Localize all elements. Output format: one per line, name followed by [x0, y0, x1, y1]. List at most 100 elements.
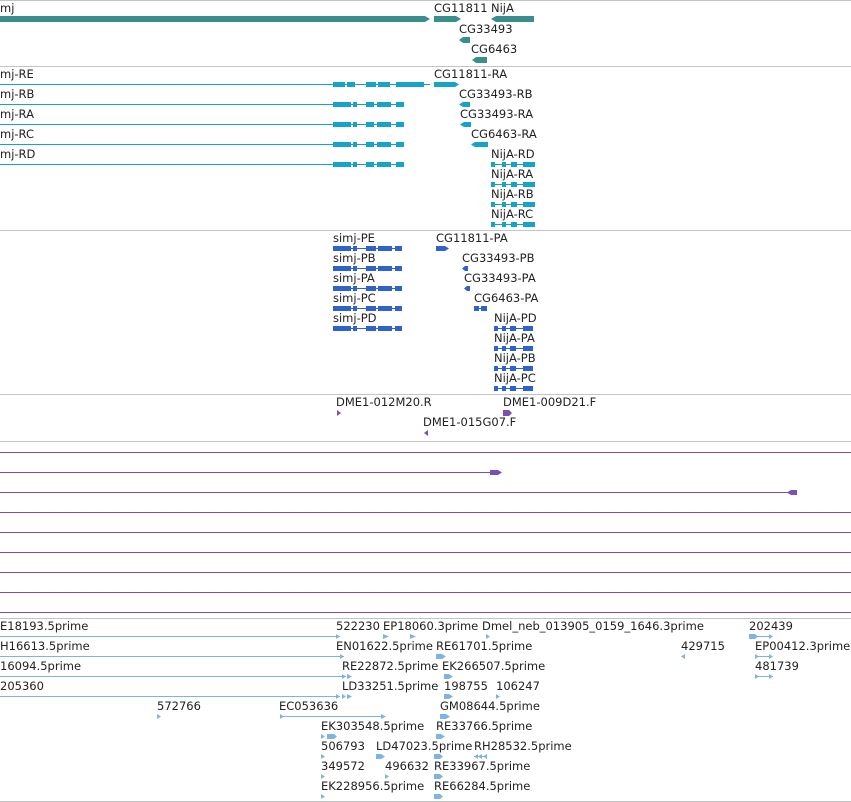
gene-label-cg11811[interactable]: CG11811	[434, 1, 488, 15]
transcript-cg33493-ra-glyph[interactable]	[460, 122, 471, 127]
est-glyph[interactable]	[157, 714, 450, 719]
protein-simj-pe-glyph[interactable]	[333, 246, 402, 251]
clone-dme1-015g07-f-glyph[interactable]	[424, 430, 428, 436]
transcript-label[interactable]: CG33493-RA	[460, 107, 534, 121]
est-label[interactable]: EK266507.5prime	[442, 659, 546, 673]
est-glyph[interactable]	[321, 754, 487, 759]
transcript-mj-rd-glyph[interactable]	[0, 162, 404, 167]
transcript-label[interactable]: NijA-RA	[491, 167, 534, 181]
transcript-nija-ra-glyph[interactable]	[491, 182, 535, 187]
est-label[interactable]: LD47023.5prime	[376, 739, 473, 753]
est-label[interactable]: 572766	[157, 699, 201, 713]
clone-dme1-009d21-f-glyph[interactable]	[503, 410, 512, 416]
est-label[interactable]: RH28532.5prime	[474, 739, 572, 753]
est-label[interactable]: GM08644.5prime	[440, 699, 540, 713]
est-label[interactable]: RE33766.5prime	[436, 719, 533, 733]
transcript-label[interactable]: mj-RA	[0, 107, 34, 121]
est-label[interactable]: 16094.5prime	[0, 659, 82, 673]
transcript-label[interactable]: mj-RD	[0, 147, 36, 161]
protein-nija-pa-glyph[interactable]	[494, 346, 533, 351]
est-label[interactable]: EC053636	[279, 699, 339, 713]
gene-label-cg33493[interactable]: CG33493	[459, 22, 513, 36]
est-label[interactable]: LD33251.5prime	[342, 679, 439, 693]
gene-label-cg6463[interactable]: CG6463	[471, 42, 518, 56]
protein-simj-pd-glyph[interactable]	[333, 326, 402, 331]
gene-cg6463-glyph[interactable]	[472, 57, 487, 63]
protein-simj-pc-glyph[interactable]	[333, 306, 402, 311]
gene-cg33493-glyph[interactable]	[459, 37, 470, 43]
est-label[interactable]: H16613.5prime	[0, 639, 90, 653]
protein-nija-pc-glyph[interactable]	[494, 386, 533, 391]
clone-label[interactable]: DME1-009D21.F	[503, 395, 597, 409]
protein-label[interactable]: simj-PD	[333, 311, 377, 325]
transcript-label[interactable]: NijA-RC	[491, 207, 534, 221]
est-glyph[interactable]	[0, 674, 773, 679]
transcript-mj-ra-glyph[interactable]	[0, 122, 404, 127]
protein-label[interactable]: NijA-PB	[494, 351, 536, 365]
transcript-cg11811-ra-glyph[interactable]	[434, 82, 459, 87]
protein-label[interactable]: NijA-PD	[494, 311, 537, 325]
est-label[interactable]: 429715	[681, 639, 725, 653]
est-label[interactable]: 205360	[0, 679, 44, 693]
protein-label[interactable]: CG33493-PB	[462, 251, 535, 265]
protein-cg33493-pa-glyph[interactable]	[464, 286, 470, 291]
est-label[interactable]: 349572	[321, 759, 365, 773]
est-glyph[interactable]	[321, 774, 443, 779]
est-label[interactable]: 106247	[496, 679, 540, 693]
est-glyph[interactable]	[0, 654, 773, 659]
protein-simj-pa-glyph[interactable]	[333, 286, 402, 291]
protein-label[interactable]: CG11811-PA	[436, 231, 508, 245]
est-label[interactable]: RE61701.5prime	[436, 639, 533, 653]
protein-cg33493-pb-glyph[interactable]	[462, 266, 468, 271]
est-label[interactable]: E18193.5prime	[0, 619, 89, 633]
est-label[interactable]: RE22872.5prime	[342, 659, 439, 673]
est-glyph[interactable]	[321, 734, 445, 739]
gene-label-nija[interactable]: NijA	[491, 1, 514, 15]
transcript-label[interactable]: CG6463-RA	[471, 127, 537, 141]
transcript-label[interactable]: CG11811-RA	[434, 67, 508, 81]
protein-label[interactable]: NijA-PC	[494, 371, 536, 385]
est-label[interactable]: 198755	[444, 679, 488, 693]
protein-label[interactable]: simj-PB	[333, 251, 376, 265]
transcript-mj-rb-glyph[interactable]	[0, 102, 404, 107]
transcript-cg6463-ra-glyph[interactable]	[471, 142, 488, 147]
est-label[interactable]: 481739	[755, 659, 799, 673]
transcript-label[interactable]: CG33493-RB	[459, 87, 533, 101]
protein-label[interactable]: simj-PA	[333, 271, 375, 285]
protein-nija-pb-glyph[interactable]	[494, 366, 533, 371]
protein-label[interactable]: NijA-PA	[494, 331, 535, 345]
transcript-mj-rc-glyph[interactable]	[0, 142, 404, 147]
est-label[interactable]: EK228956.5prime	[321, 779, 425, 793]
protein-label[interactable]: simj-PC	[333, 291, 376, 305]
gene-cg11811-glyph[interactable]	[434, 16, 461, 22]
est-label[interactable]: 506793	[321, 739, 365, 753]
transcript-label[interactable]: mj-RE	[0, 67, 34, 81]
protein-nija-pd-glyph[interactable]	[494, 326, 533, 331]
est-label[interactable]: 496632	[385, 759, 429, 773]
gene-nija-glyph[interactable]	[491, 16, 534, 22]
transcript-label[interactable]: NijA-RB	[491, 187, 534, 201]
est-label[interactable]: 522230	[336, 619, 380, 633]
protein-label[interactable]: CG33493-PA	[464, 271, 536, 285]
est-label[interactable]: EK303548.5prime	[321, 719, 425, 733]
transcript-nija-rc-glyph[interactable]	[491, 222, 535, 227]
protein-label[interactable]: simj-PE	[333, 231, 375, 245]
protein-cg6463-pa-glyph[interactable]	[474, 306, 487, 311]
transcript-label[interactable]: NijA-RD	[491, 147, 535, 161]
gene-mj-glyph[interactable]	[0, 16, 430, 22]
est-glyph[interactable]	[0, 634, 773, 639]
est-label[interactable]: Dmel_neb_013905_0159_1646.3prime	[482, 619, 704, 633]
protein-label[interactable]: CG6463-PA	[474, 291, 539, 305]
transcript-nija-rd-glyph[interactable]	[491, 162, 535, 167]
gene-label-mj[interactable]: mj	[0, 1, 15, 15]
clone-label[interactable]: DME1-012M20.R	[336, 395, 432, 409]
clone-label[interactable]: DME1-015G07.F	[423, 415, 517, 429]
est-label[interactable]: EP00412.3prime	[755, 639, 851, 653]
est-label[interactable]: RE66284.5prime	[434, 779, 531, 793]
transcript-label[interactable]: mj-RB	[0, 87, 35, 101]
protein-simj-pb-glyph[interactable]	[333, 266, 402, 271]
transcript-nija-rb-glyph[interactable]	[491, 202, 535, 207]
est-glyph[interactable]	[0, 694, 500, 699]
transcript-label[interactable]: mj-RC	[0, 127, 34, 141]
est-label[interactable]: EP18060.3prime	[383, 619, 479, 633]
